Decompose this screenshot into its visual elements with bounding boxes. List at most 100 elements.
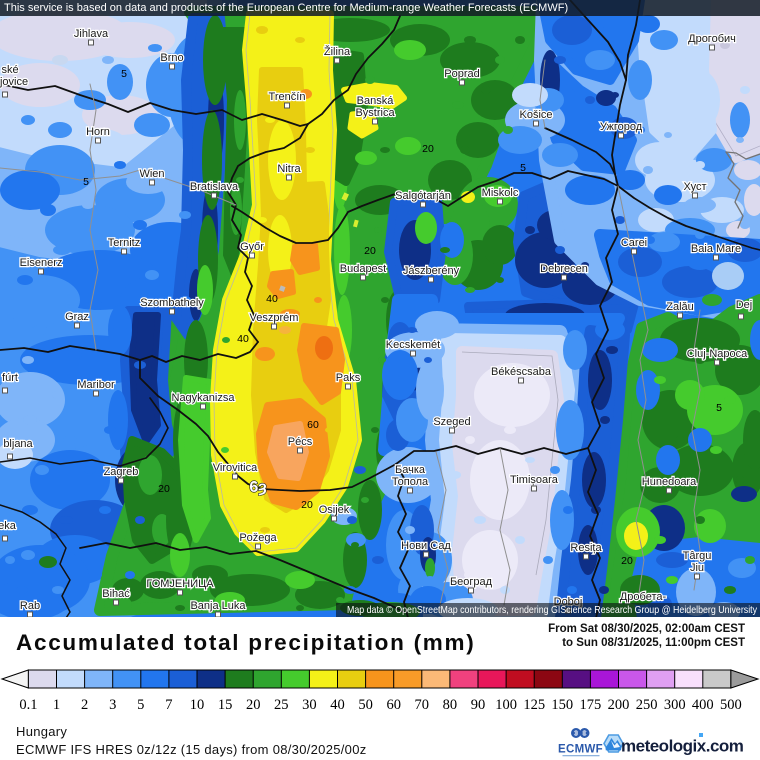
svg-text:Osijek: Osijek [319, 504, 350, 516]
svg-text:Debrecen: Debrecen [540, 263, 588, 275]
svg-text:50: 50 [358, 697, 373, 713]
svg-text:5: 5 [520, 162, 526, 174]
svg-text:60: 60 [386, 697, 401, 713]
svg-text:Jászberény: Jászberény [403, 265, 460, 277]
svg-text:Dej: Dej [736, 299, 753, 311]
svg-text:Хуст: Хуст [683, 181, 706, 193]
svg-text:Resița: Resița [570, 542, 602, 554]
svg-text:Београд: Београд [450, 576, 493, 588]
svg-text:20: 20 [364, 245, 376, 257]
svg-text:eka: eka [0, 520, 17, 532]
svg-text:Banská: Banská [357, 95, 395, 107]
svg-text:Brno: Brno [160, 52, 183, 64]
svg-text:Pécs: Pécs [288, 436, 313, 448]
svg-text:2: 2 [81, 697, 88, 713]
svg-text:175: 175 [580, 697, 602, 713]
svg-text:3: 3 [109, 697, 116, 713]
svg-text:Požega: Požega [239, 532, 277, 544]
svg-text:Kecskemét: Kecskemét [386, 339, 440, 351]
svg-text:5: 5 [137, 697, 144, 713]
svg-text:5: 5 [716, 402, 722, 414]
svg-text:Jihlava: Jihlava [74, 28, 109, 40]
svg-text:Zalău: Zalău [666, 301, 694, 313]
svg-text:Szeged: Szeged [433, 416, 470, 428]
svg-text:Rab: Rab [20, 600, 40, 612]
svg-text:Salgótarján: Salgótarján [395, 190, 451, 202]
svg-text:250: 250 [636, 697, 658, 713]
svg-text:Дробета-: Дробета- [620, 591, 667, 603]
svg-text:150: 150 [551, 697, 573, 713]
svg-text:15: 15 [218, 697, 233, 713]
svg-text:Jiu: Jiu [690, 562, 704, 574]
svg-text:Győr: Győr [240, 241, 264, 253]
svg-text:Košice: Košice [519, 109, 552, 121]
svg-text:5: 5 [121, 68, 127, 80]
svg-text:Бачка: Бачка [395, 464, 426, 476]
svg-text:bljana: bljana [3, 438, 33, 450]
svg-text:ГОМЈЕНИЦА: ГОМЈЕНИЦА [146, 578, 214, 590]
svg-text:10: 10 [190, 697, 205, 713]
svg-text:Nitra: Nitra [277, 163, 301, 175]
svg-text:Hunedoara: Hunedoara [642, 476, 697, 488]
svg-text:40: 40 [237, 333, 249, 345]
svg-text:Miskolc: Miskolc [482, 187, 519, 199]
svg-text:Bystrica: Bystrica [355, 107, 395, 119]
svg-text:Horn: Horn [86, 126, 110, 138]
svg-text:20: 20 [158, 483, 170, 495]
svg-text:20: 20 [422, 143, 434, 155]
svg-text:20: 20 [301, 499, 313, 511]
svg-text:Nagykanizsa: Nagykanizsa [172, 392, 236, 404]
svg-text:1: 1 [53, 697, 60, 713]
svg-text:Дрогобич: Дрогобич [688, 33, 736, 45]
svg-text:Carei: Carei [621, 237, 647, 249]
svg-text:Wien: Wien [139, 168, 164, 180]
svg-text:40: 40 [266, 293, 278, 305]
svg-text:Maribor: Maribor [77, 379, 115, 391]
svg-text:Топола: Топола [392, 476, 429, 488]
svg-text:Virovitica: Virovitica [213, 462, 258, 474]
svg-text:Žilina: Žilina [324, 45, 351, 58]
svg-text:fúrt: fúrt [2, 372, 18, 384]
svg-text:jovice: jovice [0, 76, 28, 88]
svg-text:ECMWF: ECMWF [558, 744, 603, 756]
svg-text:300: 300 [664, 697, 686, 713]
svg-text:Banja Luka: Banja Luka [190, 600, 246, 612]
svg-text:80: 80 [443, 697, 458, 713]
svg-text:125: 125 [523, 697, 545, 713]
svg-text:5: 5 [83, 176, 89, 188]
svg-text:Békéscsaba: Békéscsaba [491, 366, 552, 378]
svg-text:Ужгород: Ужгород [600, 121, 643, 133]
svg-text:Trenčín: Trenčín [269, 91, 306, 103]
svg-text:Нови Сад: Нови Сад [401, 540, 451, 552]
svg-text:25: 25 [274, 697, 289, 713]
svg-text:500: 500 [720, 697, 742, 713]
svg-text:Timișoara: Timișoara [510, 474, 559, 486]
svg-text:90: 90 [471, 697, 486, 713]
svg-text:Eisenerz: Eisenerz [20, 257, 63, 269]
svg-text:0.1: 0.1 [19, 697, 37, 713]
svg-text:20: 20 [621, 555, 633, 567]
svg-text:Baia Mare: Baia Mare [691, 243, 741, 255]
svg-text:Ternitz: Ternitz [108, 237, 140, 249]
svg-text:Târgu: Târgu [683, 550, 712, 562]
svg-text:30: 30 [302, 697, 317, 713]
svg-text:Veszprém: Veszprém [250, 312, 299, 324]
svg-text:60: 60 [307, 419, 319, 431]
svg-text:Graz: Graz [65, 311, 89, 323]
svg-text:20: 20 [246, 697, 261, 713]
svg-text:70: 70 [415, 697, 430, 713]
svg-text:Budapest: Budapest [340, 263, 386, 275]
svg-text:7: 7 [165, 697, 172, 713]
svg-text:Cluj-Napoca: Cluj-Napoca [687, 348, 748, 360]
svg-text:6ȝ: 6ȝ [249, 479, 266, 496]
svg-text:Bihać: Bihać [102, 588, 130, 600]
svg-text:100: 100 [495, 697, 517, 713]
svg-text:Szombathely: Szombathely [140, 297, 204, 309]
svg-text:400: 400 [692, 697, 714, 713]
svg-text:meteologix.com: meteologix.com [621, 737, 744, 756]
svg-text:Zagreb: Zagreb [104, 466, 139, 478]
svg-text:Paks: Paks [336, 372, 361, 384]
svg-text:ské: ské [1, 64, 18, 76]
svg-text:Bratislava: Bratislava [190, 181, 239, 193]
svg-text:Poprad: Poprad [444, 68, 479, 80]
